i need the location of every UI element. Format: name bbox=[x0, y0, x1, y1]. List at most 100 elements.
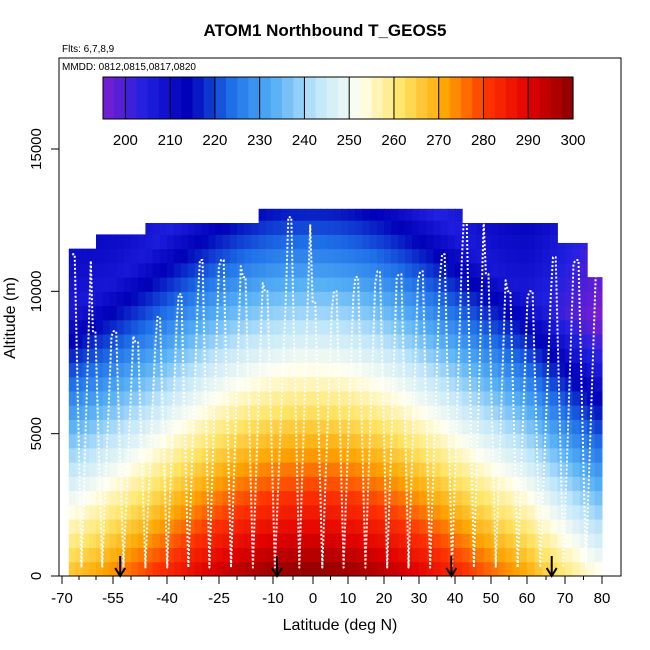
heatmap-cell bbox=[131, 547, 139, 563]
heatmap-cell bbox=[68, 405, 77, 420]
heatmap-cell bbox=[391, 248, 399, 264]
heatmap-cell bbox=[348, 561, 356, 577]
heatmap-cell bbox=[258, 208, 267, 221]
heatmap-cell bbox=[258, 519, 267, 534]
heatmap-cell bbox=[222, 319, 231, 335]
heatmap-cell bbox=[549, 419, 558, 435]
heatmap-cell bbox=[313, 277, 321, 292]
heatmap-cell bbox=[476, 291, 485, 307]
heatmap-cell bbox=[469, 376, 478, 392]
heatmap-cell bbox=[369, 305, 378, 321]
heatmap-cell bbox=[469, 305, 478, 321]
heatmap-cell bbox=[505, 348, 514, 363]
heatmap-cell bbox=[455, 405, 463, 420]
heatmap-cell bbox=[557, 262, 566, 278]
heatmap-cell bbox=[587, 419, 596, 435]
heatmap-cell bbox=[491, 319, 499, 335]
heatmap-cell bbox=[289, 362, 298, 378]
heatmap-cell bbox=[159, 234, 168, 250]
heatmap-cell bbox=[557, 319, 566, 335]
heatmap-cell bbox=[384, 433, 392, 449]
heatmap-cell bbox=[419, 362, 427, 378]
heatmap-cell bbox=[201, 319, 210, 335]
heatmap-cell bbox=[145, 405, 154, 420]
x-tick-label: 40 bbox=[447, 590, 464, 607]
heatmap-cell bbox=[222, 262, 231, 278]
heatmap-cell bbox=[138, 490, 146, 506]
heatmap-cell bbox=[355, 490, 363, 506]
heatmap-cell bbox=[579, 242, 588, 250]
heatmap-cell bbox=[167, 291, 175, 307]
heatmap-cell bbox=[587, 476, 596, 492]
heatmap-cell bbox=[251, 305, 260, 321]
heatmap-cell bbox=[327, 419, 335, 435]
heatmap-cell bbox=[131, 390, 139, 406]
heatmap-cell bbox=[542, 476, 551, 492]
heatmap-cell bbox=[462, 277, 470, 292]
heatmap-cell bbox=[229, 248, 238, 264]
heatmap-cell bbox=[433, 547, 442, 563]
heatmap-cell bbox=[455, 490, 463, 506]
heatmap-cell bbox=[116, 291, 125, 307]
heatmap-cell bbox=[412, 262, 420, 278]
heatmap-cell bbox=[180, 291, 189, 307]
heatmap-cell bbox=[131, 504, 139, 520]
heatmap-cell bbox=[469, 248, 478, 264]
heatmap-cell bbox=[273, 490, 282, 506]
heatmap-cell bbox=[433, 490, 442, 506]
heatmap-cell bbox=[145, 447, 154, 463]
heatmap-cell bbox=[498, 248, 506, 264]
heatmap-cell bbox=[68, 547, 77, 563]
heatmap-cell bbox=[491, 348, 499, 363]
heatmap-cell bbox=[405, 319, 413, 335]
heatmap-cell bbox=[297, 305, 306, 321]
heatmap-cell bbox=[273, 220, 282, 235]
heatmap-cell bbox=[398, 419, 406, 435]
heatmap-cell bbox=[426, 234, 434, 250]
heatmap-cell bbox=[542, 319, 551, 335]
heatmap-cell bbox=[116, 504, 125, 520]
heatmap-cell bbox=[289, 234, 298, 250]
heatmap-cell bbox=[594, 291, 603, 307]
heatmap-cell bbox=[173, 419, 182, 435]
heatmap-cell bbox=[320, 561, 328, 577]
heatmap-cell bbox=[512, 447, 521, 463]
heatmap-cell bbox=[273, 390, 282, 406]
heatmap-cell bbox=[341, 305, 349, 321]
heatmap-cell bbox=[281, 277, 290, 292]
heatmap-cell bbox=[152, 376, 161, 392]
heatmap-cell bbox=[519, 262, 528, 278]
heatmap-cell bbox=[289, 547, 298, 563]
heatmap-cell bbox=[426, 476, 434, 492]
heatmap-cell bbox=[369, 547, 378, 563]
heatmap-cell bbox=[412, 291, 420, 307]
heatmap-cell bbox=[440, 305, 449, 321]
heatmap-cell bbox=[281, 447, 290, 463]
heatmap-cell bbox=[469, 262, 478, 278]
heatmap-cell bbox=[173, 262, 182, 278]
heatmap-cell bbox=[215, 390, 224, 406]
heatmap-cell bbox=[348, 490, 356, 506]
heatmap-cell bbox=[587, 561, 596, 577]
heatmap-cell bbox=[305, 547, 314, 563]
heatmap-cell bbox=[152, 234, 161, 250]
heatmap-cell bbox=[167, 277, 175, 292]
heatmap-cell bbox=[376, 490, 385, 506]
heatmap-cell bbox=[348, 547, 356, 563]
heatmap bbox=[68, 208, 603, 577]
heatmap-cell bbox=[455, 319, 463, 335]
heatmap-cell bbox=[341, 334, 349, 349]
heatmap-cell bbox=[229, 277, 238, 292]
heatmap-cell bbox=[440, 376, 449, 392]
heatmap-cell bbox=[462, 447, 470, 463]
heatmap-cell bbox=[194, 462, 203, 477]
heatmap-cell bbox=[341, 208, 349, 221]
heatmap-cell bbox=[75, 561, 83, 577]
heatmap-cell bbox=[419, 234, 427, 250]
heatmap-cell bbox=[355, 462, 363, 477]
heatmap-cell bbox=[419, 390, 427, 406]
heatmap-cell bbox=[334, 234, 342, 250]
heatmap-cell bbox=[512, 262, 521, 278]
heatmap-cell bbox=[305, 419, 314, 435]
heatmap-cell bbox=[587, 504, 596, 520]
